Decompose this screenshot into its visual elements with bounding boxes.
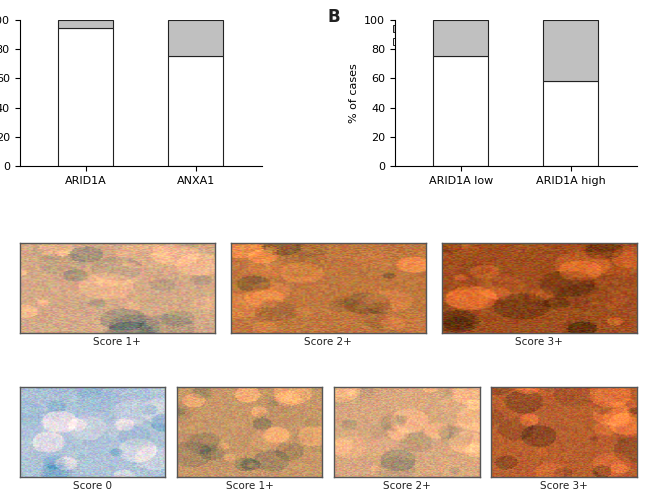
Bar <box>168 57 223 166</box>
X-axis label: Score 1+: Score 1+ <box>94 337 141 347</box>
Bar <box>58 20 113 29</box>
Bar <box>58 29 113 166</box>
X-axis label: Score 0: Score 0 <box>73 481 112 492</box>
Bar <box>543 81 599 166</box>
X-axis label: Score 3+: Score 3+ <box>515 337 563 347</box>
Text: B: B <box>327 8 340 26</box>
Bar <box>543 20 599 81</box>
X-axis label: Score 2+: Score 2+ <box>304 337 352 347</box>
Y-axis label: % of cases: % of cases <box>348 63 359 123</box>
Bar <box>434 57 488 166</box>
Bar <box>434 20 488 57</box>
X-axis label: Score 2+: Score 2+ <box>383 481 431 492</box>
Bar <box>168 20 223 57</box>
Legend: High intensity/ Positive, Low intensity/ Negative: High intensity/ Positive, Low intensity/… <box>389 21 512 50</box>
X-axis label: Score 3+: Score 3+ <box>540 481 588 492</box>
X-axis label: Score 1+: Score 1+ <box>226 481 274 492</box>
